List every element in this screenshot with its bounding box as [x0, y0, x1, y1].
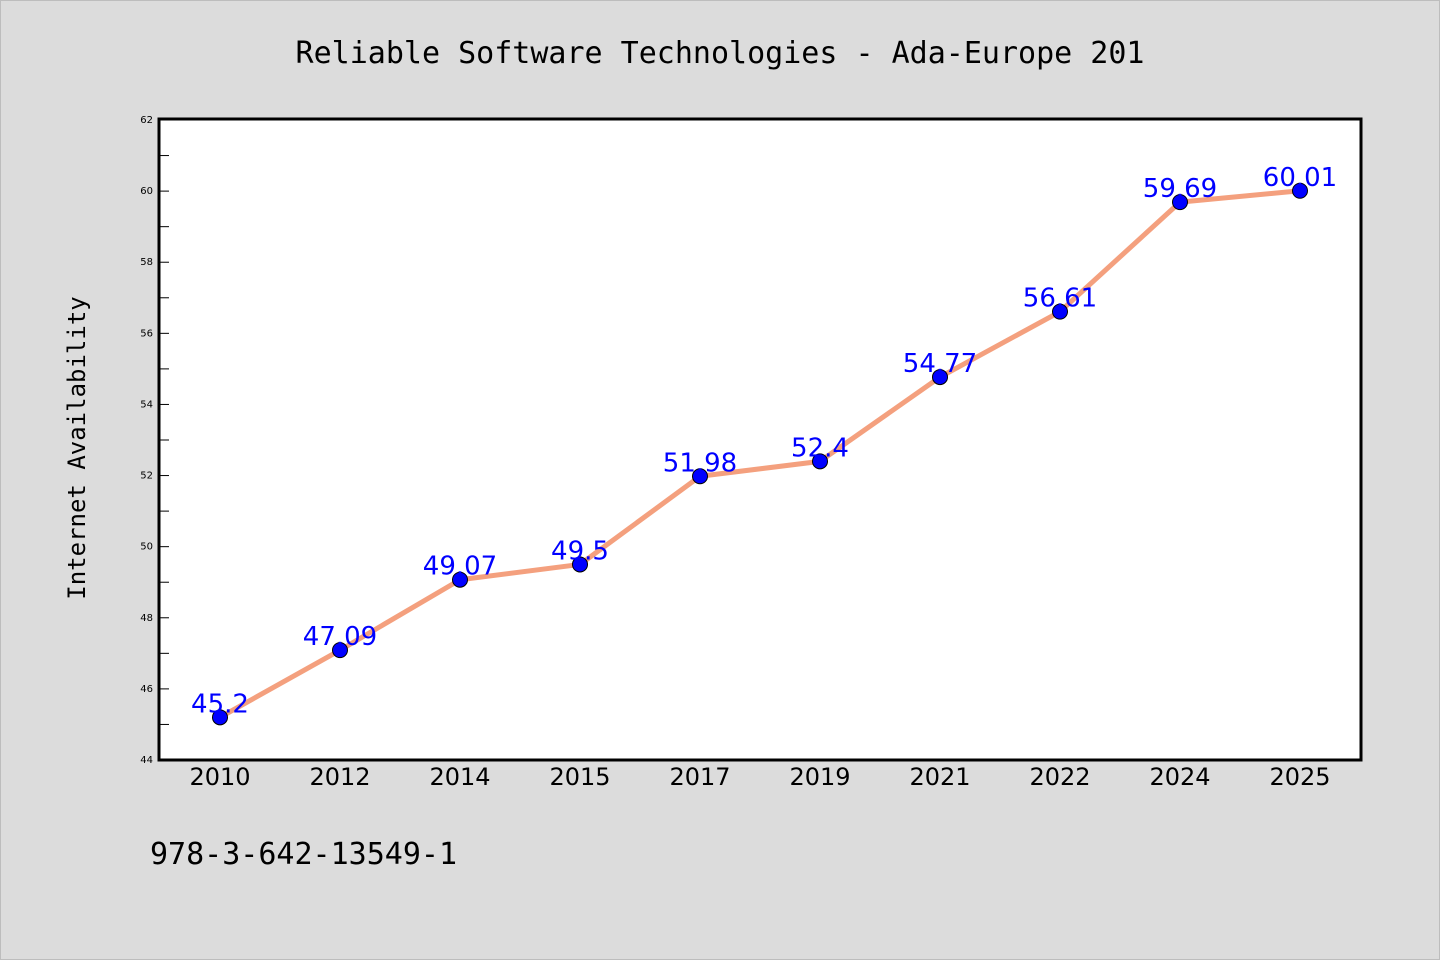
data-point — [212, 709, 228, 726]
data-label: 45.2 — [191, 689, 249, 719]
data-point — [1052, 303, 1068, 320]
x-tick-label: 2019 — [789, 763, 850, 791]
data-point — [452, 571, 468, 588]
data-label: 56.61 — [1023, 284, 1097, 314]
x-tick-label: 2021 — [909, 763, 970, 791]
x-axis-ticks: 2010 2012 2014 2015 2017 2019 2021 2022 2024 2025 — [189, 763, 1330, 791]
y-tick-label: 44 — [140, 755, 153, 766]
y-axis-ticks: 44 46 48 50 52 54 56 58 60 62 — [140, 115, 169, 766]
series-line — [217, 188, 1303, 720]
data-label: 51.98 — [663, 448, 737, 478]
data-point — [1172, 194, 1188, 211]
data-label: 49.07 — [423, 552, 497, 582]
x-tick-label: 2014 — [429, 763, 490, 791]
data-label: 60.01 — [1263, 163, 1337, 193]
series-layer: 45.2 47.09 49.07 49.5 51.98 52.4 54.77 56.61 59.… — [191, 163, 1337, 726]
isbn-footer: 978-3-642-13549-1 — [150, 837, 457, 872]
data-label: 47.09 — [303, 622, 377, 652]
plot-area — [157, 117, 1363, 762]
x-tick-label: 2017 — [669, 763, 730, 791]
y-axis-label: Internet Availability — [63, 296, 91, 599]
y-tick-label: 50 — [140, 542, 153, 553]
data-label: 49.5 — [551, 536, 609, 566]
y-tick-label: 58 — [140, 257, 153, 268]
y-tick-label: 62 — [140, 115, 153, 126]
data-point — [932, 369, 948, 386]
data-point — [572, 556, 588, 573]
y-tick-label: 46 — [140, 684, 153, 695]
x-tick-label: 2022 — [1029, 763, 1090, 791]
y-tick-label: 56 — [140, 328, 153, 339]
y-tick-label: 60 — [140, 186, 153, 197]
data-point — [812, 453, 828, 470]
data-point — [692, 468, 708, 485]
y-tick-label: 54 — [140, 399, 153, 410]
data-label: 54.77 — [903, 349, 977, 379]
data-label: 52.4 — [791, 433, 849, 463]
data-label: 59.69 — [1143, 174, 1217, 204]
y-tick-label: 48 — [140, 613, 153, 624]
chart-title: Reliable Software Technologies - Ada-Eur… — [296, 36, 1145, 71]
data-point — [332, 642, 348, 659]
x-tick-label: 2015 — [549, 763, 610, 791]
x-tick-label: 2010 — [189, 763, 250, 791]
x-tick-label: 2024 — [1149, 763, 1210, 791]
x-tick-label: 2012 — [309, 763, 370, 791]
data-point — [1292, 182, 1308, 199]
x-tick-label: 2025 — [1269, 763, 1330, 791]
y-tick-label: 52 — [140, 471, 153, 482]
